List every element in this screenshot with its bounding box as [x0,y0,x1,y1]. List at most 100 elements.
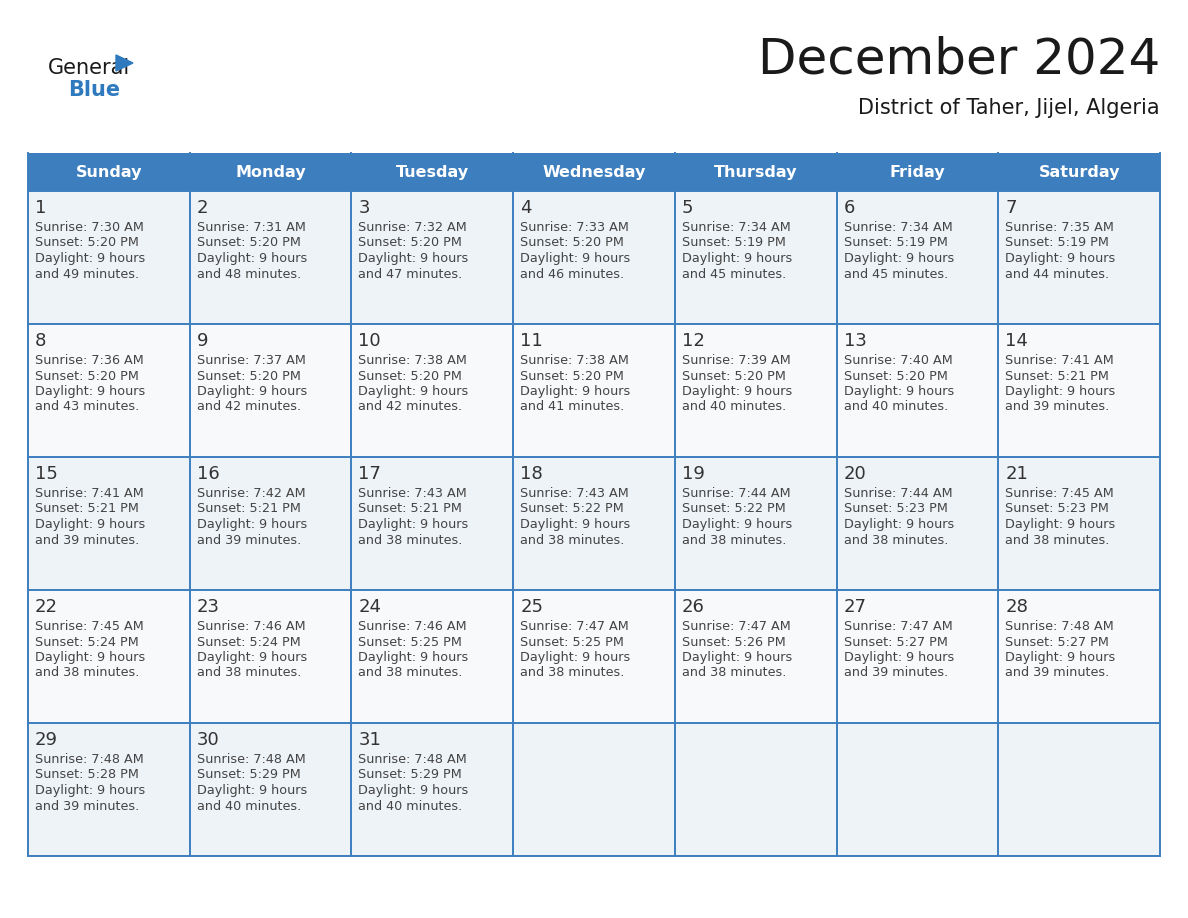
Text: Sunrise: 7:48 AM: Sunrise: 7:48 AM [197,753,305,766]
Text: and 40 minutes.: and 40 minutes. [682,400,786,413]
Text: Sunset: 5:27 PM: Sunset: 5:27 PM [843,635,948,648]
Text: Sunrise: 7:34 AM: Sunrise: 7:34 AM [682,221,790,234]
Bar [29,590,1159,723]
Text: 7: 7 [1005,199,1017,217]
Text: Sunset: 5:19 PM: Sunset: 5:19 PM [1005,237,1110,250]
Text: Sunrise: 7:41 AM: Sunrise: 7:41 AM [34,487,144,500]
Text: Sunrise: 7:37 AM: Sunrise: 7:37 AM [197,354,305,367]
Text: and 39 minutes.: and 39 minutes. [843,666,948,679]
Text: Daylight: 9 hours: Daylight: 9 hours [843,252,954,265]
Text: Sunset: 5:21 PM: Sunset: 5:21 PM [359,502,462,516]
Text: and 48 minutes.: and 48 minutes. [197,267,301,281]
Text: 30: 30 [197,731,220,749]
Text: 31: 31 [359,731,381,749]
Text: 28: 28 [1005,598,1028,616]
Text: Sunset: 5:21 PM: Sunset: 5:21 PM [34,502,139,516]
Text: Sunset: 5:20 PM: Sunset: 5:20 PM [359,237,462,250]
Text: Daylight: 9 hours: Daylight: 9 hours [359,784,469,797]
Text: Sunset: 5:20 PM: Sunset: 5:20 PM [197,237,301,250]
Text: and 38 minutes.: and 38 minutes. [682,666,786,679]
Text: 12: 12 [682,332,704,350]
Text: and 43 minutes.: and 43 minutes. [34,400,139,413]
Text: Sunrise: 7:30 AM: Sunrise: 7:30 AM [34,221,144,234]
Text: Sunrise: 7:43 AM: Sunrise: 7:43 AM [520,487,628,500]
Text: Sunrise: 7:48 AM: Sunrise: 7:48 AM [34,753,144,766]
Text: and 42 minutes.: and 42 minutes. [197,400,301,413]
Text: 13: 13 [843,332,866,350]
Text: 16: 16 [197,465,220,483]
Text: General: General [48,58,131,78]
Text: 11: 11 [520,332,543,350]
Text: Daylight: 9 hours: Daylight: 9 hours [843,651,954,664]
Text: 29: 29 [34,731,58,749]
Text: 17: 17 [359,465,381,483]
Text: Daylight: 9 hours: Daylight: 9 hours [520,651,631,664]
Text: and 41 minutes.: and 41 minutes. [520,400,625,413]
Text: Sunrise: 7:38 AM: Sunrise: 7:38 AM [359,354,467,367]
Text: and 47 minutes.: and 47 minutes. [359,267,462,281]
Text: Blue: Blue [68,80,120,100]
Text: and 39 minutes.: and 39 minutes. [1005,666,1110,679]
Text: Sunset: 5:22 PM: Sunset: 5:22 PM [520,502,624,516]
Text: and 45 minutes.: and 45 minutes. [843,267,948,281]
Text: 3: 3 [359,199,369,217]
Bar [29,153,1159,191]
Text: and 39 minutes.: and 39 minutes. [34,533,139,546]
Text: Sunrise: 7:46 AM: Sunrise: 7:46 AM [197,620,305,633]
Text: 26: 26 [682,598,704,616]
Text: and 40 minutes.: and 40 minutes. [197,800,301,812]
Text: 20: 20 [843,465,866,483]
Text: and 49 minutes.: and 49 minutes. [34,267,139,281]
Text: 4: 4 [520,199,532,217]
Text: and 38 minutes.: and 38 minutes. [520,666,625,679]
Text: Daylight: 9 hours: Daylight: 9 hours [197,518,307,531]
Text: 25: 25 [520,598,543,616]
Text: Thursday: Thursday [714,164,797,180]
Text: Sunrise: 7:45 AM: Sunrise: 7:45 AM [34,620,144,633]
Text: and 38 minutes.: and 38 minutes. [843,533,948,546]
Text: Monday: Monday [235,164,305,180]
Text: 5: 5 [682,199,694,217]
Text: and 38 minutes.: and 38 minutes. [359,533,463,546]
Text: Sunset: 5:20 PM: Sunset: 5:20 PM [520,370,624,383]
Text: Sunrise: 7:39 AM: Sunrise: 7:39 AM [682,354,790,367]
Text: Daylight: 9 hours: Daylight: 9 hours [843,385,954,398]
Text: and 38 minutes.: and 38 minutes. [1005,533,1110,546]
Text: Daylight: 9 hours: Daylight: 9 hours [197,385,307,398]
Text: Wednesday: Wednesday [542,164,646,180]
Text: Sunrise: 7:44 AM: Sunrise: 7:44 AM [843,487,953,500]
Text: Daylight: 9 hours: Daylight: 9 hours [520,252,631,265]
Text: Daylight: 9 hours: Daylight: 9 hours [520,385,631,398]
Text: 24: 24 [359,598,381,616]
Text: Daylight: 9 hours: Daylight: 9 hours [1005,651,1116,664]
Text: Sunrise: 7:31 AM: Sunrise: 7:31 AM [197,221,305,234]
Text: Sunset: 5:20 PM: Sunset: 5:20 PM [197,370,301,383]
Text: 21: 21 [1005,465,1028,483]
Text: Sunset: 5:25 PM: Sunset: 5:25 PM [359,635,462,648]
Text: 19: 19 [682,465,704,483]
Text: Sunset: 5:24 PM: Sunset: 5:24 PM [34,635,139,648]
Text: 18: 18 [520,465,543,483]
Text: 2: 2 [197,199,208,217]
Text: Sunrise: 7:47 AM: Sunrise: 7:47 AM [520,620,628,633]
Text: District of Taher, Jijel, Algeria: District of Taher, Jijel, Algeria [859,98,1159,118]
Text: Sunset: 5:20 PM: Sunset: 5:20 PM [34,237,139,250]
Text: and 42 minutes.: and 42 minutes. [359,400,462,413]
Text: 22: 22 [34,598,58,616]
Text: Sunrise: 7:47 AM: Sunrise: 7:47 AM [682,620,790,633]
Text: Sunrise: 7:48 AM: Sunrise: 7:48 AM [359,753,467,766]
Text: 27: 27 [843,598,866,616]
Text: Daylight: 9 hours: Daylight: 9 hours [34,651,145,664]
Text: 15: 15 [34,465,58,483]
Text: Daylight: 9 hours: Daylight: 9 hours [359,651,469,664]
Text: Sunrise: 7:46 AM: Sunrise: 7:46 AM [359,620,467,633]
Text: Daylight: 9 hours: Daylight: 9 hours [34,252,145,265]
Text: Sunrise: 7:36 AM: Sunrise: 7:36 AM [34,354,144,367]
Text: Sunset: 5:20 PM: Sunset: 5:20 PM [843,370,948,383]
Text: 8: 8 [34,332,46,350]
Text: Daylight: 9 hours: Daylight: 9 hours [843,518,954,531]
Text: Daylight: 9 hours: Daylight: 9 hours [34,518,145,531]
Text: 14: 14 [1005,332,1028,350]
Text: 6: 6 [843,199,855,217]
Text: Saturday: Saturday [1038,164,1120,180]
